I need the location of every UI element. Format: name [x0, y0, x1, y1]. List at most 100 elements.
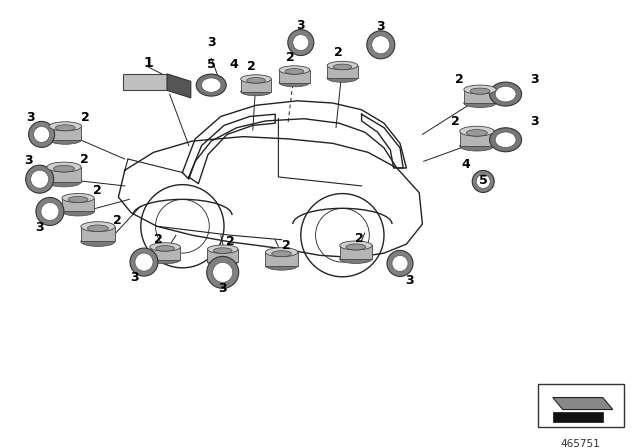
Ellipse shape [207, 245, 238, 254]
Polygon shape [266, 252, 298, 266]
Ellipse shape [49, 135, 81, 144]
Ellipse shape [196, 74, 226, 96]
Polygon shape [47, 167, 81, 182]
Text: 3: 3 [207, 36, 216, 49]
Ellipse shape [279, 66, 310, 74]
Text: 4: 4 [229, 58, 238, 72]
Ellipse shape [54, 165, 74, 172]
Circle shape [292, 34, 308, 51]
Circle shape [212, 263, 233, 282]
Ellipse shape [467, 129, 487, 136]
Ellipse shape [495, 86, 516, 102]
Ellipse shape [333, 64, 352, 70]
Ellipse shape [213, 248, 232, 254]
Text: 3: 3 [296, 19, 305, 32]
Text: 2: 2 [93, 184, 102, 197]
Text: 3: 3 [530, 73, 539, 86]
Circle shape [26, 165, 54, 193]
Polygon shape [241, 79, 271, 91]
Ellipse shape [88, 225, 108, 232]
Circle shape [476, 174, 490, 189]
Text: 2: 2 [455, 73, 464, 86]
Ellipse shape [156, 246, 175, 251]
Text: 1: 1 [144, 56, 154, 70]
Ellipse shape [81, 237, 115, 246]
Circle shape [36, 198, 64, 225]
Ellipse shape [47, 177, 81, 187]
Ellipse shape [490, 82, 522, 106]
Text: 465751: 465751 [561, 439, 601, 448]
Ellipse shape [202, 78, 221, 92]
Ellipse shape [56, 125, 75, 131]
Ellipse shape [266, 261, 298, 270]
Text: 3: 3 [24, 154, 33, 167]
Text: 4: 4 [461, 158, 470, 172]
Polygon shape [150, 247, 180, 259]
Text: 2: 2 [113, 214, 122, 227]
Polygon shape [123, 74, 167, 90]
Text: 2: 2 [246, 60, 255, 73]
Ellipse shape [340, 254, 372, 263]
Circle shape [392, 255, 408, 271]
Circle shape [472, 170, 494, 193]
Text: 2: 2 [81, 111, 90, 124]
Ellipse shape [150, 255, 180, 264]
Ellipse shape [285, 69, 304, 74]
Ellipse shape [272, 251, 291, 257]
Circle shape [31, 170, 49, 188]
Polygon shape [464, 90, 496, 103]
Ellipse shape [81, 222, 115, 232]
Ellipse shape [460, 126, 494, 136]
Polygon shape [327, 65, 358, 78]
Text: 3: 3 [376, 20, 385, 34]
Ellipse shape [346, 244, 365, 250]
Polygon shape [167, 74, 191, 98]
Text: 2: 2 [333, 46, 342, 60]
Polygon shape [81, 227, 115, 241]
Circle shape [135, 253, 153, 271]
Circle shape [130, 248, 158, 276]
Circle shape [387, 250, 413, 276]
Circle shape [34, 126, 50, 142]
Ellipse shape [470, 88, 490, 94]
Polygon shape [460, 131, 494, 146]
Text: 5: 5 [207, 58, 216, 72]
Circle shape [29, 121, 54, 147]
Text: 3: 3 [130, 271, 139, 284]
Text: 2: 2 [80, 152, 89, 166]
Text: 3: 3 [35, 221, 44, 234]
Polygon shape [553, 397, 613, 409]
Ellipse shape [241, 75, 271, 83]
Ellipse shape [279, 78, 310, 87]
Ellipse shape [495, 132, 516, 147]
Text: 3: 3 [530, 115, 539, 129]
Text: 2: 2 [355, 232, 364, 245]
Polygon shape [49, 126, 81, 140]
Polygon shape [279, 70, 310, 82]
Ellipse shape [266, 248, 298, 257]
Text: 2: 2 [451, 115, 460, 129]
Text: 2: 2 [226, 234, 235, 248]
Polygon shape [553, 412, 603, 422]
Ellipse shape [327, 61, 358, 70]
Ellipse shape [241, 87, 271, 96]
Ellipse shape [62, 207, 94, 216]
Ellipse shape [490, 128, 522, 152]
Circle shape [367, 31, 395, 59]
Text: 2: 2 [285, 51, 294, 64]
Text: 5: 5 [479, 173, 488, 187]
Ellipse shape [464, 99, 496, 108]
FancyBboxPatch shape [538, 384, 624, 427]
Polygon shape [207, 249, 238, 262]
Ellipse shape [246, 78, 266, 83]
Text: 3: 3 [218, 282, 227, 296]
Ellipse shape [464, 85, 496, 94]
Polygon shape [340, 246, 372, 259]
Ellipse shape [460, 141, 494, 151]
Ellipse shape [150, 243, 180, 251]
Text: 3: 3 [26, 111, 35, 124]
Text: 2: 2 [282, 239, 291, 252]
Ellipse shape [47, 162, 81, 172]
Text: 3: 3 [405, 273, 414, 287]
Circle shape [41, 202, 59, 220]
